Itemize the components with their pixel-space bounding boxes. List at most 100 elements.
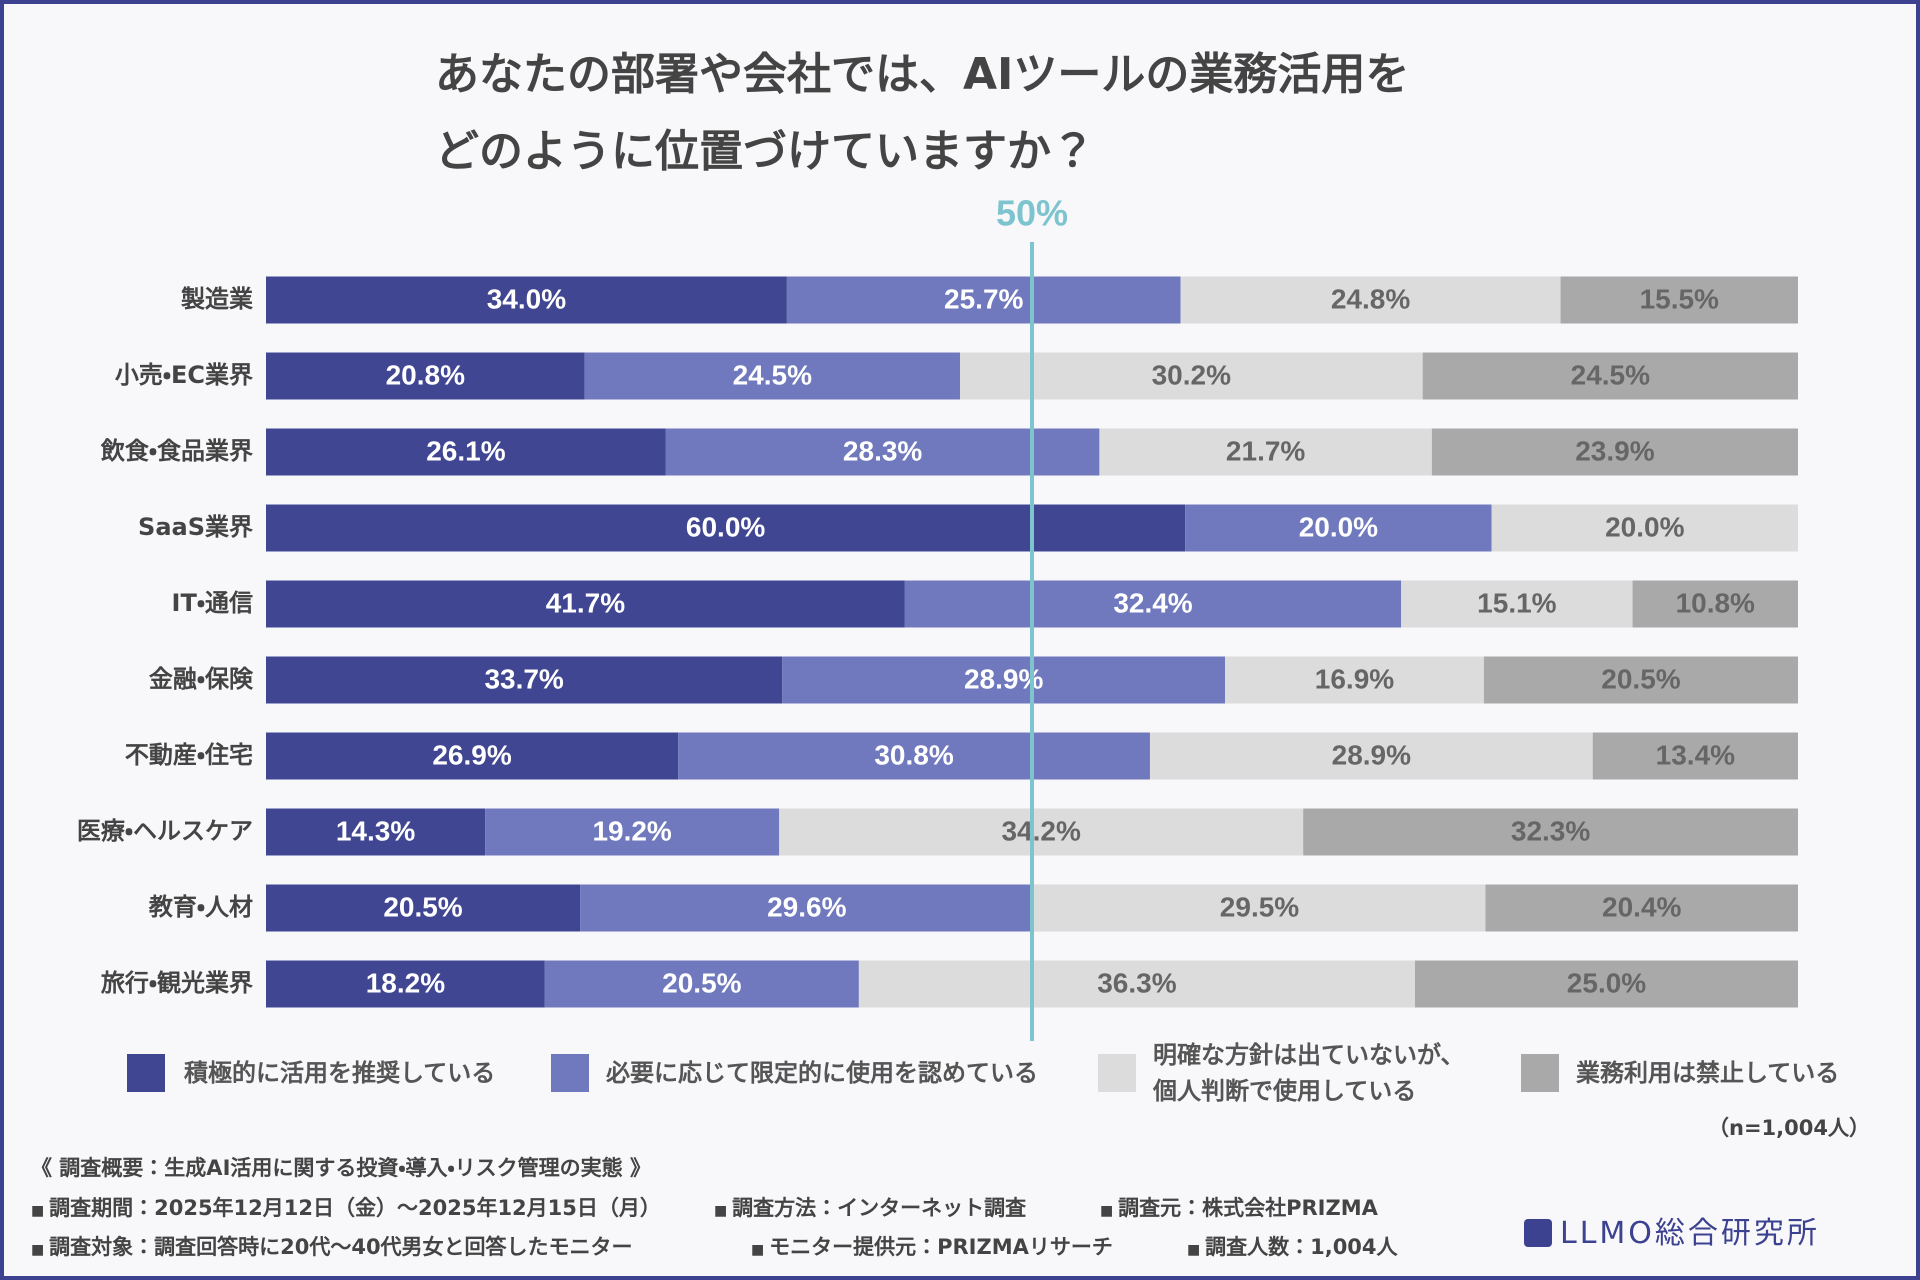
category-label: 製造業 [181, 285, 253, 313]
bar-segment [1225, 656, 1484, 704]
value-label: 20.0% [1605, 511, 1684, 542]
bar-segment [1422, 352, 1798, 400]
legend-label: 積極的に活用を推奨している [184, 1059, 496, 1087]
footer-item: ■ 調査方法：インターネット調査 [714, 1192, 1026, 1222]
value-label: 29.6% [767, 891, 846, 922]
category-label: 不動産・住宅 [125, 741, 253, 769]
category-label: 飲食・食品業界 [100, 437, 253, 465]
bar-segment [858, 960, 1415, 1008]
legend-label: 明確な方針は出ていないが、 個人判断で使用している [1153, 1041, 1465, 1105]
footer-text: 調査対象：調査回答時に20代～40代男女と回答したモニター [49, 1235, 633, 1259]
chart-title: どのように位置づけていますか？ [435, 126, 1095, 177]
value-label: 20.5% [383, 891, 462, 922]
value-label: 14.3% [336, 815, 415, 846]
bullet: ■ [1100, 1203, 1119, 1219]
legend-label: 業務利用は禁止している [1576, 1059, 1840, 1087]
bar-segment [779, 808, 1304, 856]
value-label: 41.7% [546, 587, 625, 618]
value-label: 25.0% [1567, 967, 1646, 998]
footer-heading: 《 調査概要：生成AI活用に関する投資・導入・リスク管理の実態 》 [31, 1156, 651, 1180]
bar-segment [1033, 884, 1486, 932]
bar-segment [1149, 732, 1593, 780]
bullet: ■ [751, 1242, 770, 1258]
bar-segment [904, 580, 1402, 628]
bar-segment [266, 732, 679, 780]
footer-item: ■ 調査元：株式会社PRIZMA [1100, 1192, 1378, 1222]
bar-segment [1431, 428, 1798, 476]
bar-segment [665, 428, 1100, 476]
value-label: 10.8% [1676, 587, 1755, 618]
category-label: 小売・EC業界 [115, 361, 253, 389]
legend-swatch [1521, 1054, 1559, 1092]
sample-note: （n=1,004人） [1708, 1116, 1870, 1140]
bar-segment [1401, 580, 1633, 628]
value-label: 28.3% [843, 435, 922, 466]
bar-segment [1632, 580, 1798, 628]
value-label: 30.2% [1152, 359, 1231, 390]
bar-segment [1180, 276, 1561, 324]
bar-segment [1485, 884, 1798, 932]
logo-icon [1524, 1219, 1552, 1247]
bar-segment [266, 808, 486, 856]
value-label: 29.5% [1220, 891, 1299, 922]
value-label: 20.5% [1601, 663, 1680, 694]
category-label: 医療・ヘルスケア [77, 817, 253, 845]
bar-segment [266, 352, 585, 400]
reference-label: 50% [996, 193, 1068, 234]
legend-swatch [1098, 1054, 1136, 1092]
value-label: 15.1% [1477, 587, 1556, 618]
bar-segment [782, 656, 1226, 704]
value-label: 16.9% [1315, 663, 1394, 694]
bar-segment [266, 428, 666, 476]
bar-segment [584, 352, 960, 400]
bar-segment [266, 960, 545, 1008]
value-label: 19.2% [592, 815, 671, 846]
chart-title: あなたの部署や会社では、AIツールの業務活用を [435, 49, 1409, 100]
bullet: ■ [31, 1242, 50, 1258]
value-label: 32.3% [1511, 815, 1590, 846]
bar-segment [266, 276, 787, 324]
value-label: 24.8% [1331, 283, 1410, 314]
footer-item: ■ 調査人数：1,004人 [1187, 1231, 1398, 1261]
bar-segment [266, 656, 783, 704]
footer-item: ■ 調査対象：調査回答時に20代～40代男女と回答したモニター [31, 1231, 633, 1261]
bar-segment [1415, 960, 1798, 1008]
value-label: 34.2% [1001, 815, 1080, 846]
footer-text: 調査人数：1,004人 [1205, 1235, 1398, 1259]
bar-segment [1099, 428, 1432, 476]
bar-segment [678, 732, 1150, 780]
value-label: 30.8% [874, 739, 953, 770]
value-label: 21.7% [1226, 435, 1305, 466]
footer-text: 調査期間：2025年12月12日（金）～2025年12月15日（月） [49, 1196, 661, 1220]
category-label: 教育・人材 [148, 893, 253, 921]
bar-segment [1560, 276, 1798, 324]
value-label: 23.9% [1575, 435, 1654, 466]
bar-segment [1592, 732, 1798, 780]
legend-swatch [127, 1054, 165, 1092]
value-label: 15.5% [1640, 283, 1719, 314]
bar-segment [266, 580, 905, 628]
value-label: 20.8% [386, 359, 465, 390]
value-label: 28.9% [1332, 739, 1411, 770]
category-label: IT・通信 [172, 589, 253, 617]
footer-item: ■ 調査期間：2025年12月12日（金）～2025年12月15日（月） [31, 1192, 661, 1222]
value-label: 33.7% [484, 663, 563, 694]
value-label: 36.3% [1097, 967, 1176, 998]
value-label: 24.5% [733, 359, 812, 390]
value-label: 13.4% [1656, 739, 1735, 770]
bar-segment [580, 884, 1034, 932]
bar-segment [485, 808, 780, 856]
bullet: ■ [31, 1203, 50, 1219]
value-label: 20.4% [1602, 891, 1681, 922]
footer-text: モニター提供元：PRIZMAリサーチ [769, 1235, 1113, 1259]
bar-segment [1303, 808, 1798, 856]
bar-segment [266, 884, 581, 932]
bullet: ■ [1187, 1242, 1206, 1258]
value-label: 18.2% [366, 967, 445, 998]
value-label: 34.0% [487, 283, 566, 314]
value-label: 25.7% [944, 283, 1023, 314]
bar-segment [1185, 504, 1492, 552]
value-label: 26.1% [426, 435, 505, 466]
category-label: SaaS業界 [138, 513, 253, 541]
value-label: 20.5% [662, 967, 741, 998]
